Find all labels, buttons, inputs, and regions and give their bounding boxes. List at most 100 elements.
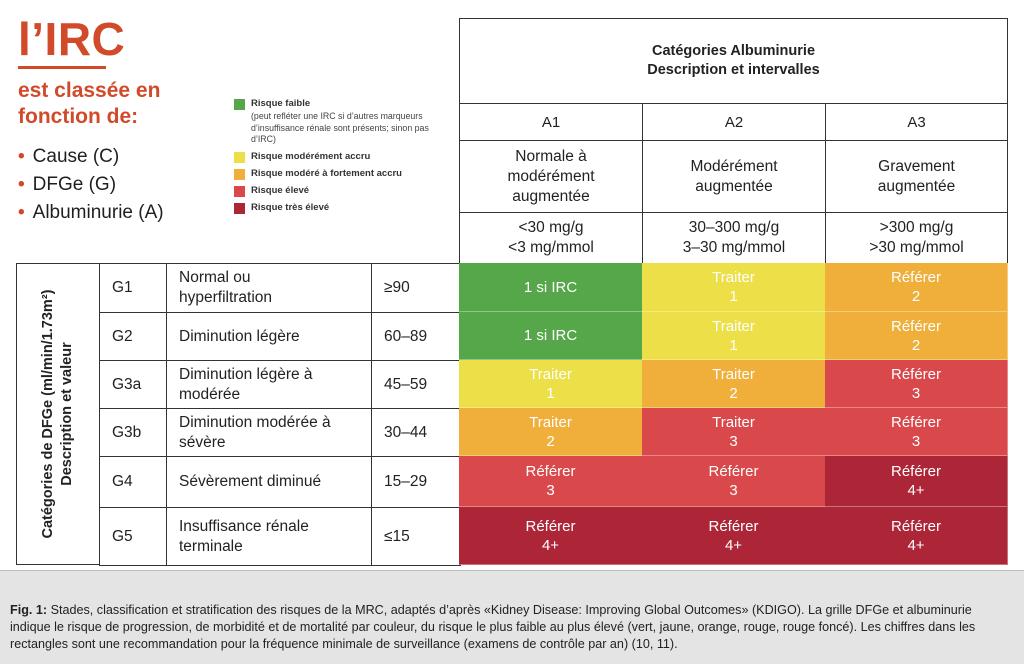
criteria-item: • Albuminurie (A)	[18, 199, 164, 227]
risk-cell-g3a-a3: Référer 3	[825, 360, 1008, 408]
caption-text: Stades, classification et stratification…	[10, 603, 976, 651]
risk-frequency: 3	[911, 384, 921, 402]
risk-frequency: 4+	[724, 536, 743, 554]
title-underline	[18, 66, 106, 69]
criteria-label: DFGe (G)	[32, 174, 117, 195]
risk-action: Référer	[525, 463, 576, 480]
column-interval-a1: <30 mg/g <3 mg/mmol	[459, 212, 643, 264]
risk-action: Traiter	[712, 317, 755, 335]
legend-swatch	[234, 168, 245, 180]
risk-frequency: 4+	[907, 482, 925, 499]
albuminuria-title-line1: Catégories Albuminurie	[651, 43, 816, 59]
row-value-g2: 60–89	[371, 312, 461, 361]
column-desc-line: Gravement	[878, 157, 955, 175]
risk-cell-g2-a3: Référer 2	[825, 312, 1008, 360]
figure-subtitle: est classée en fonction de:	[18, 79, 161, 128]
albuminuria-title-line2: Description et intervalles	[647, 62, 820, 78]
risk-frequency: 1	[729, 336, 738, 354]
legend-swatch	[234, 151, 245, 163]
column-code-a1: A1	[459, 103, 643, 141]
legend-swatch	[234, 202, 245, 214]
row-code-g2: G2	[99, 312, 168, 361]
row-description-line: hyperfiltration	[179, 289, 273, 306]
risk-frequency: 2	[729, 384, 738, 402]
risk-action: Référer	[890, 317, 942, 335]
row-value-g5: ≤15	[371, 507, 461, 566]
legend-entry-moderate-high: Risque modéré à fortement accru	[234, 168, 444, 180]
risk-cell-g3b-a1: Traiter 2	[459, 408, 643, 456]
criteria-label: Albuminurie (A)	[32, 202, 164, 223]
criteria-label: Cause (C)	[32, 146, 120, 167]
column-desc-a1: Normale à modérément augmentée	[459, 140, 643, 213]
figure-title: l’IRC	[18, 13, 126, 65]
criteria-list: • Cause (C) • DFGe (G) • Albuminurie (A)	[18, 143, 164, 227]
risk-action: Traiter	[712, 365, 755, 383]
risk-frequency: 4+	[907, 536, 925, 554]
row-code: G5	[112, 527, 133, 545]
figure-caption: Fig. 1: Stades, classification et strati…	[10, 602, 1014, 653]
legend-note: (peut refléter une IRC si d’autres marqu…	[251, 111, 429, 144]
albuminuria-header-title: Catégories Albuminurie Description et in…	[459, 18, 1008, 104]
row-value: ≥90	[384, 279, 410, 296]
risk-frequency: 1	[729, 288, 738, 305]
risk-action: Référer	[525, 517, 576, 535]
column-interval-a3: >300 mg/g >30 mg/mmol	[825, 212, 1008, 264]
column-desc-line: augmentée	[512, 187, 590, 205]
row-description-line: Sévèrement diminué	[179, 473, 322, 490]
column-desc-line: Normale à	[515, 147, 587, 165]
risk-cell-g4-a1: Référer 3	[459, 456, 643, 507]
legend-entry-low: Risque faible (peut refléter une IRC si …	[234, 98, 444, 146]
column-interval-line: 30–300 mg/g	[688, 219, 780, 236]
column-interval-a2: 30–300 mg/g 3–30 mg/mmol	[642, 212, 826, 264]
bullet-icon: •	[18, 146, 25, 167]
column-interval-line: <30 mg/g	[518, 219, 584, 236]
risk-frequency: 3	[911, 432, 921, 450]
row-code: G2	[112, 327, 133, 345]
row-code-g5: G5	[99, 507, 168, 566]
risk-cell-g4-a2: Référer 3	[642, 456, 826, 507]
row-description-g3a: Diminution légère à modérée	[166, 360, 373, 409]
row-code: G3b	[112, 423, 142, 441]
row-code-g3a: G3a	[99, 360, 168, 409]
legend-label: Risque élevé	[251, 184, 310, 196]
row-description-g2: Diminution légère	[166, 312, 373, 361]
risk-cell-g1-a1: 1 si IRC	[459, 263, 643, 312]
row-value-g3a: 45–59	[371, 360, 461, 409]
risk-action: 1 si IRC	[523, 278, 578, 296]
row-value: 45–59	[384, 375, 428, 393]
row-value: 30–44	[384, 423, 428, 441]
row-code-g4: G4	[99, 456, 168, 508]
column-interval-line: <3 mg/mmol	[508, 239, 594, 256]
risk-action: Traiter	[529, 365, 572, 383]
risk-frequency: 3	[729, 482, 738, 499]
row-description-g4: Sévèrement diminué	[166, 456, 373, 508]
caption-background	[0, 570, 1024, 664]
column-desc-line: Modérément	[690, 157, 778, 175]
risk-frequency: 3	[729, 432, 738, 450]
column-desc-a3: Gravement augmentée	[825, 140, 1008, 213]
legend-swatch	[234, 99, 245, 110]
risk-action: Référer	[890, 365, 942, 383]
row-description-line: sévère	[179, 433, 226, 451]
column-code: A3	[907, 113, 926, 131]
column-desc-line: modérément	[507, 167, 595, 185]
criteria-item: • Cause (C)	[18, 143, 164, 171]
bullet-icon: •	[18, 202, 25, 223]
risk-action: Référer	[890, 269, 942, 286]
column-code-a3: A3	[825, 103, 1008, 141]
row-code-g1: G1	[99, 263, 168, 313]
row-code: G4	[112, 473, 133, 490]
risk-action: Référer	[890, 517, 942, 535]
risk-frequency: 2	[911, 288, 921, 305]
row-value-g3b: 30–44	[371, 408, 461, 457]
dfge-axis-line1: Catégories de DFGe (ml/min/1.73m²)	[40, 289, 56, 539]
risk-cell-g5-a1: Référer 4+	[459, 507, 643, 565]
risk-cell-g3b-a2: Traiter 3	[642, 408, 826, 456]
row-description-line: modérée	[179, 385, 241, 403]
risk-action: 1 si IRC	[523, 327, 578, 344]
row-code-g3b: G3b	[99, 408, 168, 457]
risk-cell-g3b-a3: Référer 3	[825, 408, 1008, 456]
risk-action: Traiter	[712, 269, 755, 286]
column-desc-line: augmentée	[695, 177, 773, 195]
row-description-line: Diminution légère à	[179, 365, 313, 383]
